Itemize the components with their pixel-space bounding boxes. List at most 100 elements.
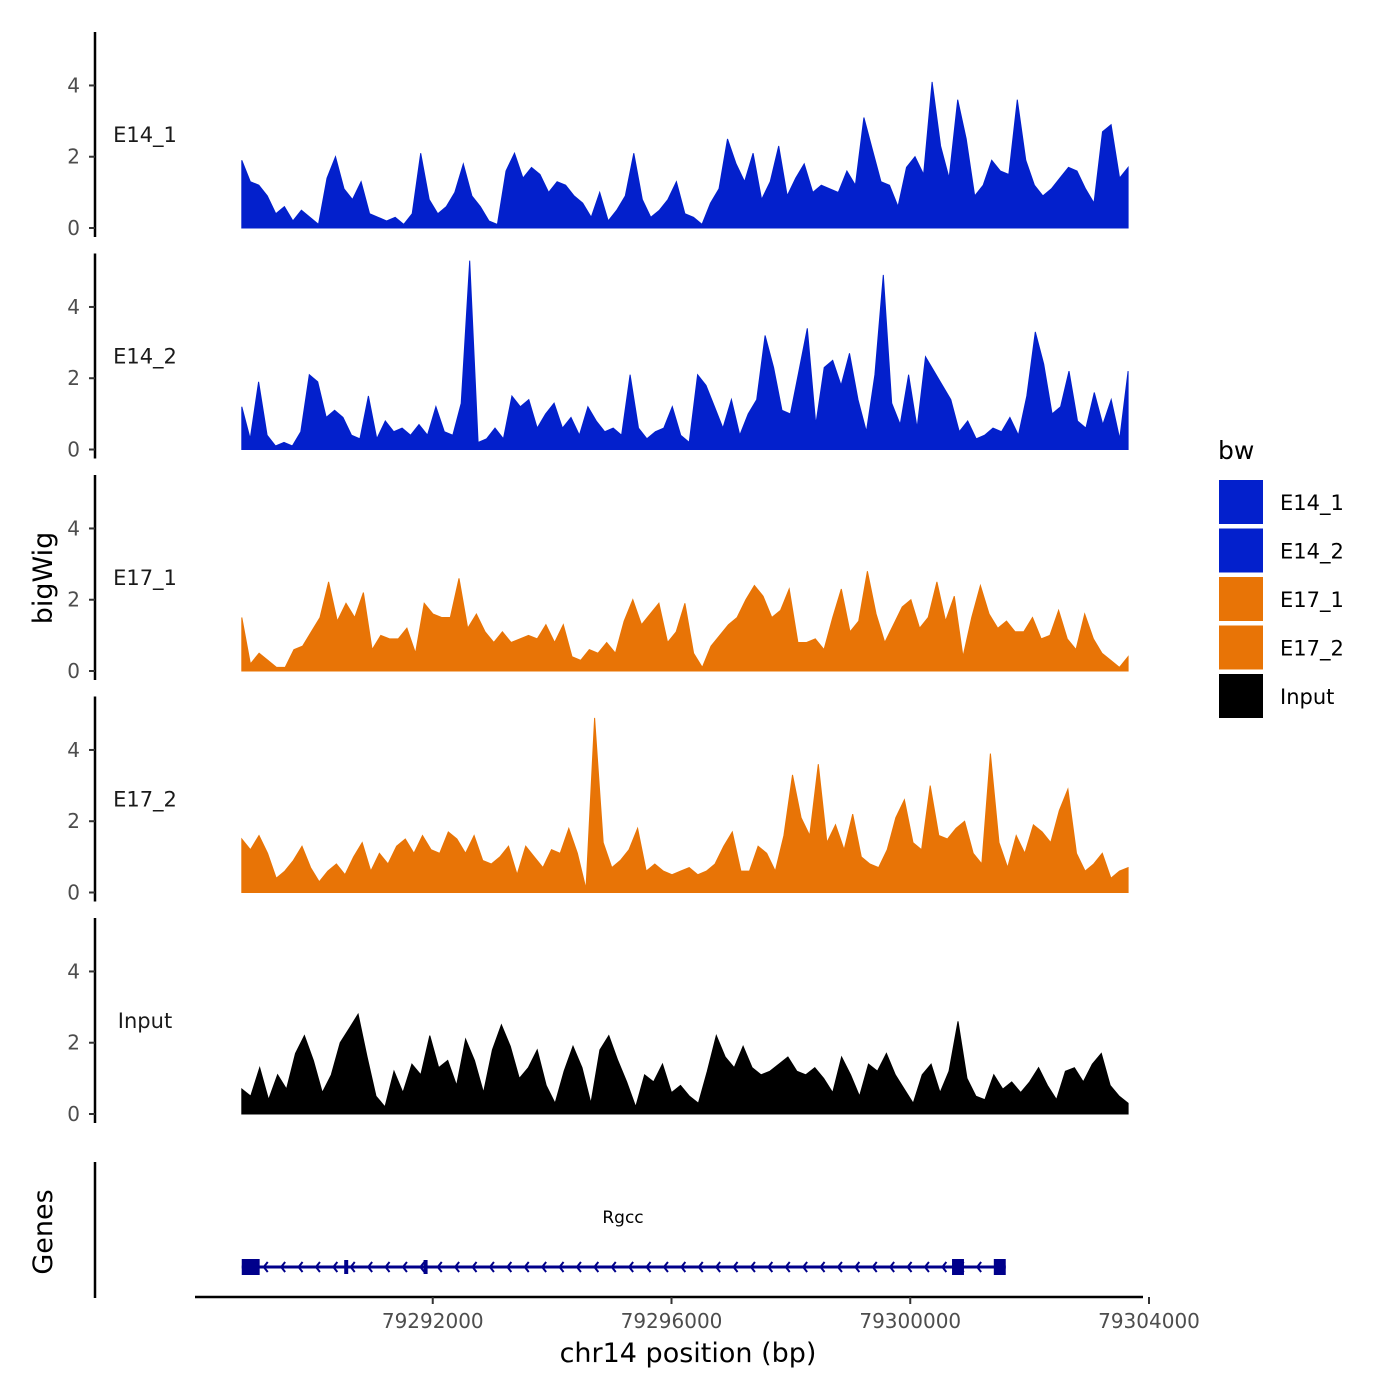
x-axis: 79292000 79296000 79300000 79304000 xyxy=(195,1295,1200,1333)
strand-arrow xyxy=(436,1261,443,1273)
legend-label: E14_2 xyxy=(1280,540,1344,565)
gene-exon xyxy=(993,1259,1006,1275)
strand-arrow xyxy=(401,1261,408,1273)
y-tick-label: 0 xyxy=(67,1102,80,1126)
track-name-label: E14_1 xyxy=(113,123,177,148)
strand-arrow xyxy=(575,1261,582,1273)
strand-arrow xyxy=(558,1261,565,1273)
strand-arrow xyxy=(297,1261,304,1273)
y-tick-label: 0 xyxy=(67,881,80,905)
y-tick-label: 0 xyxy=(67,659,80,683)
signal-area-e14-2 xyxy=(241,260,1129,450)
gene-track: Rgcc xyxy=(93,1162,1006,1298)
x-tick-label: 79304000 xyxy=(1098,1309,1200,1333)
y-tick-label: 2 xyxy=(67,366,80,390)
track-name-label: E14_2 xyxy=(113,345,177,370)
y-tick-label: 4 xyxy=(67,295,80,319)
track-e17-1: 0 2 4 E17_1 xyxy=(67,475,1129,683)
strand-arrow xyxy=(384,1261,391,1273)
strand-arrow xyxy=(366,1261,373,1273)
strand-arrow xyxy=(506,1261,513,1273)
strand-arrow xyxy=(523,1261,530,1273)
track-panels: 0 2 4 E14_1 0 2 4 E14_2 0 2 4 E17_1 0 2 4 E17_2 0 2 4 Input xyxy=(67,32,1129,1126)
legend-label: Input xyxy=(1280,685,1334,709)
legend-label: E14_1 xyxy=(1280,491,1344,516)
gene-track-title: Genes xyxy=(28,1189,59,1274)
strand-arrow xyxy=(680,1261,687,1273)
strand-arrow xyxy=(662,1261,669,1273)
track-e14-1: 0 2 4 E14_1 xyxy=(67,32,1129,240)
signal-area-e17-1 xyxy=(241,571,1129,672)
y-tick-label: 2 xyxy=(67,1031,80,1055)
strand-arrow xyxy=(767,1261,774,1273)
gene-name-label: Rgcc xyxy=(602,1208,643,1228)
y-tick-label: 4 xyxy=(67,73,80,97)
strand-arrow xyxy=(627,1261,634,1273)
x-tick-label: 79296000 xyxy=(621,1309,723,1333)
legend-swatch xyxy=(1219,674,1263,718)
y-tick-label: 4 xyxy=(67,516,80,540)
gene-exon xyxy=(952,1259,964,1275)
y-tick-label: 2 xyxy=(67,145,80,169)
legend-swatch xyxy=(1219,480,1263,524)
strand-arrow xyxy=(332,1261,339,1273)
strand-arrow xyxy=(732,1261,739,1273)
strand-arrow xyxy=(610,1261,617,1273)
strand-arrow xyxy=(975,1261,982,1273)
strand-arrow xyxy=(923,1261,930,1273)
y-tick-label: 2 xyxy=(67,809,80,833)
strand-arrow xyxy=(540,1261,547,1273)
legend: bw E14_1 E14_2 E17_1 E17_2 Input xyxy=(1218,436,1344,718)
track-input: 0 2 4 Input xyxy=(67,918,1129,1126)
strand-arrow xyxy=(593,1261,600,1273)
legend-label: E17_2 xyxy=(1280,637,1344,662)
y-tick-label: 4 xyxy=(67,959,80,983)
strand-arrow xyxy=(888,1261,895,1273)
strand-arrow xyxy=(854,1261,861,1273)
strand-arrow xyxy=(906,1261,913,1273)
track-name-label: E17_2 xyxy=(113,788,177,813)
strand-arrow xyxy=(836,1261,843,1273)
strand-arrow xyxy=(488,1261,495,1273)
legend-title: bw xyxy=(1218,436,1254,465)
strand-arrow xyxy=(645,1261,652,1273)
gene-exon xyxy=(241,1259,260,1275)
strand-arrow xyxy=(871,1261,878,1273)
strand-arrow xyxy=(453,1261,460,1273)
strand-arrow xyxy=(941,1261,948,1273)
strand-arrow xyxy=(419,1261,426,1273)
strand-arrow xyxy=(262,1261,269,1273)
y-tick-label: 0 xyxy=(67,438,80,462)
signal-area-e17-2 xyxy=(241,717,1129,893)
y-tick-label: 0 xyxy=(67,216,80,240)
signal-area-input xyxy=(241,1012,1129,1115)
y-axis-title: bigWig xyxy=(28,532,59,625)
legend-label: E17_1 xyxy=(1280,588,1344,613)
strand-arrow xyxy=(749,1261,756,1273)
strand-arrow xyxy=(697,1261,704,1273)
track-e17-2: 0 2 4 E17_2 xyxy=(67,696,1129,905)
track-name-label: E17_1 xyxy=(113,566,177,591)
strand-arrow xyxy=(279,1261,286,1273)
gene-utr-block xyxy=(344,1260,349,1274)
strand-arrow xyxy=(784,1261,791,1273)
x-tick-label: 79292000 xyxy=(382,1309,484,1333)
y-tick-label: 2 xyxy=(67,588,80,612)
strand-arrow xyxy=(471,1261,478,1273)
legend-swatch xyxy=(1219,577,1263,621)
strand-arrow xyxy=(819,1261,826,1273)
x-tick-label: 79300000 xyxy=(859,1309,961,1333)
gene-utr-block xyxy=(423,1260,428,1274)
track-name-label: Input xyxy=(118,1009,172,1033)
signal-area-e14-1 xyxy=(241,81,1129,229)
legend-swatch xyxy=(1219,528,1263,573)
strand-arrow xyxy=(714,1261,721,1273)
legend-swatch xyxy=(1219,625,1263,670)
y-tick-label: 4 xyxy=(67,738,80,762)
x-axis-title: chr14 position (bp) xyxy=(560,1338,817,1369)
track-e14-2: 0 2 4 E14_2 xyxy=(67,253,1129,462)
strand-arrow xyxy=(314,1261,321,1273)
strand-arrow xyxy=(801,1261,808,1273)
strand-arrow xyxy=(349,1261,356,1273)
